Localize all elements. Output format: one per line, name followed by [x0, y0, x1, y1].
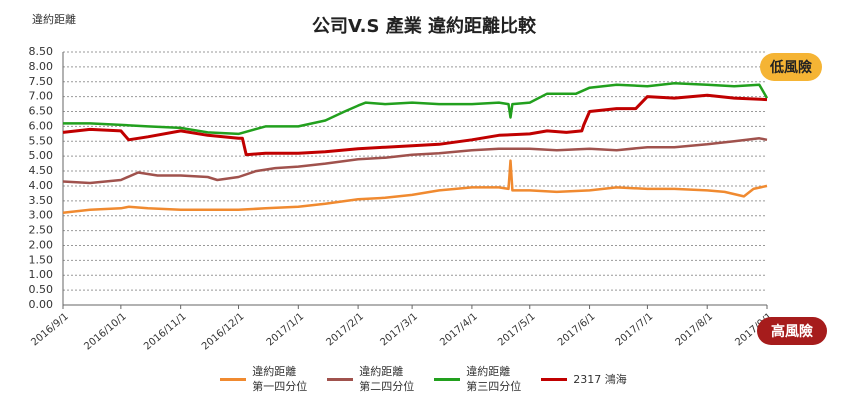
- x-tick-label: 2017/5/1: [496, 311, 537, 348]
- y-tick-label: 3.50: [29, 194, 54, 207]
- x-tick-label: 2017/3/1: [378, 311, 419, 348]
- series-line: [63, 82, 769, 136]
- y-tick-label: 5.00: [29, 149, 54, 162]
- x-tick-label: 2017/4/1: [438, 311, 479, 348]
- chart-title: 公司V.S 產業 違約距離比較: [312, 15, 537, 37]
- y-tick-label: 4.50: [29, 164, 54, 177]
- y-tick-label: 4.00: [29, 179, 54, 192]
- x-tick-label: 2017/8/1: [674, 311, 715, 348]
- legend-swatch: [327, 377, 354, 381]
- legend-swatch: [220, 377, 247, 381]
- x-tick-label: 2016/12/1: [200, 311, 246, 352]
- y-tick-label: 6.00: [29, 119, 54, 132]
- y-tick-label: 5.50: [29, 134, 54, 147]
- y-tick-label: 8.00: [29, 60, 54, 73]
- low-risk-label: 低風險: [769, 59, 812, 76]
- legend-item: 2317 鴻海: [541, 364, 627, 394]
- y-tick-label: 8.50: [29, 45, 54, 58]
- series-line: [62, 137, 768, 185]
- x-tick-label: 2017/1/1: [265, 311, 306, 348]
- legend-swatch: [434, 377, 461, 381]
- legend-label: 違約距離 第三四分位: [466, 365, 522, 393]
- legend-item: 違約距離 第二四分位: [327, 364, 414, 394]
- chart: 公司V.S 產業 違約距離比較 違約距離 0.00 0.50 1.00 1.50 2.0…: [29, 12, 827, 353]
- y-tick-label: 0.00: [29, 298, 54, 311]
- legend-swatch: [541, 377, 568, 381]
- low-risk-badge: [760, 53, 822, 81]
- y-tick-label: 2.50: [29, 224, 54, 237]
- y-tick-label: 7.00: [29, 90, 54, 103]
- x-tick-label: 2016/9/1: [29, 311, 70, 348]
- risk-badges: 低風險 高風險: [757, 53, 827, 345]
- high-risk-label: 高風險: [771, 323, 813, 340]
- x-tick-label: 2017/2/1: [324, 311, 365, 348]
- legend-item: 違約距離 第三四分位: [434, 364, 521, 394]
- legend-label: 違約距離 第二四分位: [359, 365, 415, 393]
- x-tick-label: 2016/10/1: [82, 311, 128, 352]
- y-tick-label: 7.50: [29, 75, 54, 88]
- series-line: [62, 159, 768, 214]
- y-tick-label: 6.50: [29, 105, 54, 118]
- series-line: [62, 93, 768, 157]
- high-risk-badge: [757, 317, 827, 345]
- y-tick-label: 0.50: [29, 283, 54, 296]
- x-tick-label: 2016/11/1: [142, 311, 188, 352]
- x-tick-label: 2017/7/1: [614, 311, 655, 348]
- y-tick-label: 1.50: [29, 253, 54, 266]
- x-tick-label: 2017/6/1: [556, 311, 597, 348]
- y-axis-label: 違約距離: [32, 12, 76, 26]
- y-tick-label: 2.00: [29, 238, 54, 251]
- legend: 違約距離 第一四分位 違約距離 第二四分位 違約距離 第三四分位 2317 鴻海: [0, 364, 847, 394]
- legend-item: 違約距離 第一四分位: [220, 364, 307, 394]
- y-tick-label: 1.00: [29, 268, 54, 281]
- legend-label: 2317 鴻海: [573, 372, 627, 386]
- y-tick-label: 3.00: [29, 209, 54, 222]
- legend-label: 違約距離 第一四分位: [252, 365, 308, 393]
